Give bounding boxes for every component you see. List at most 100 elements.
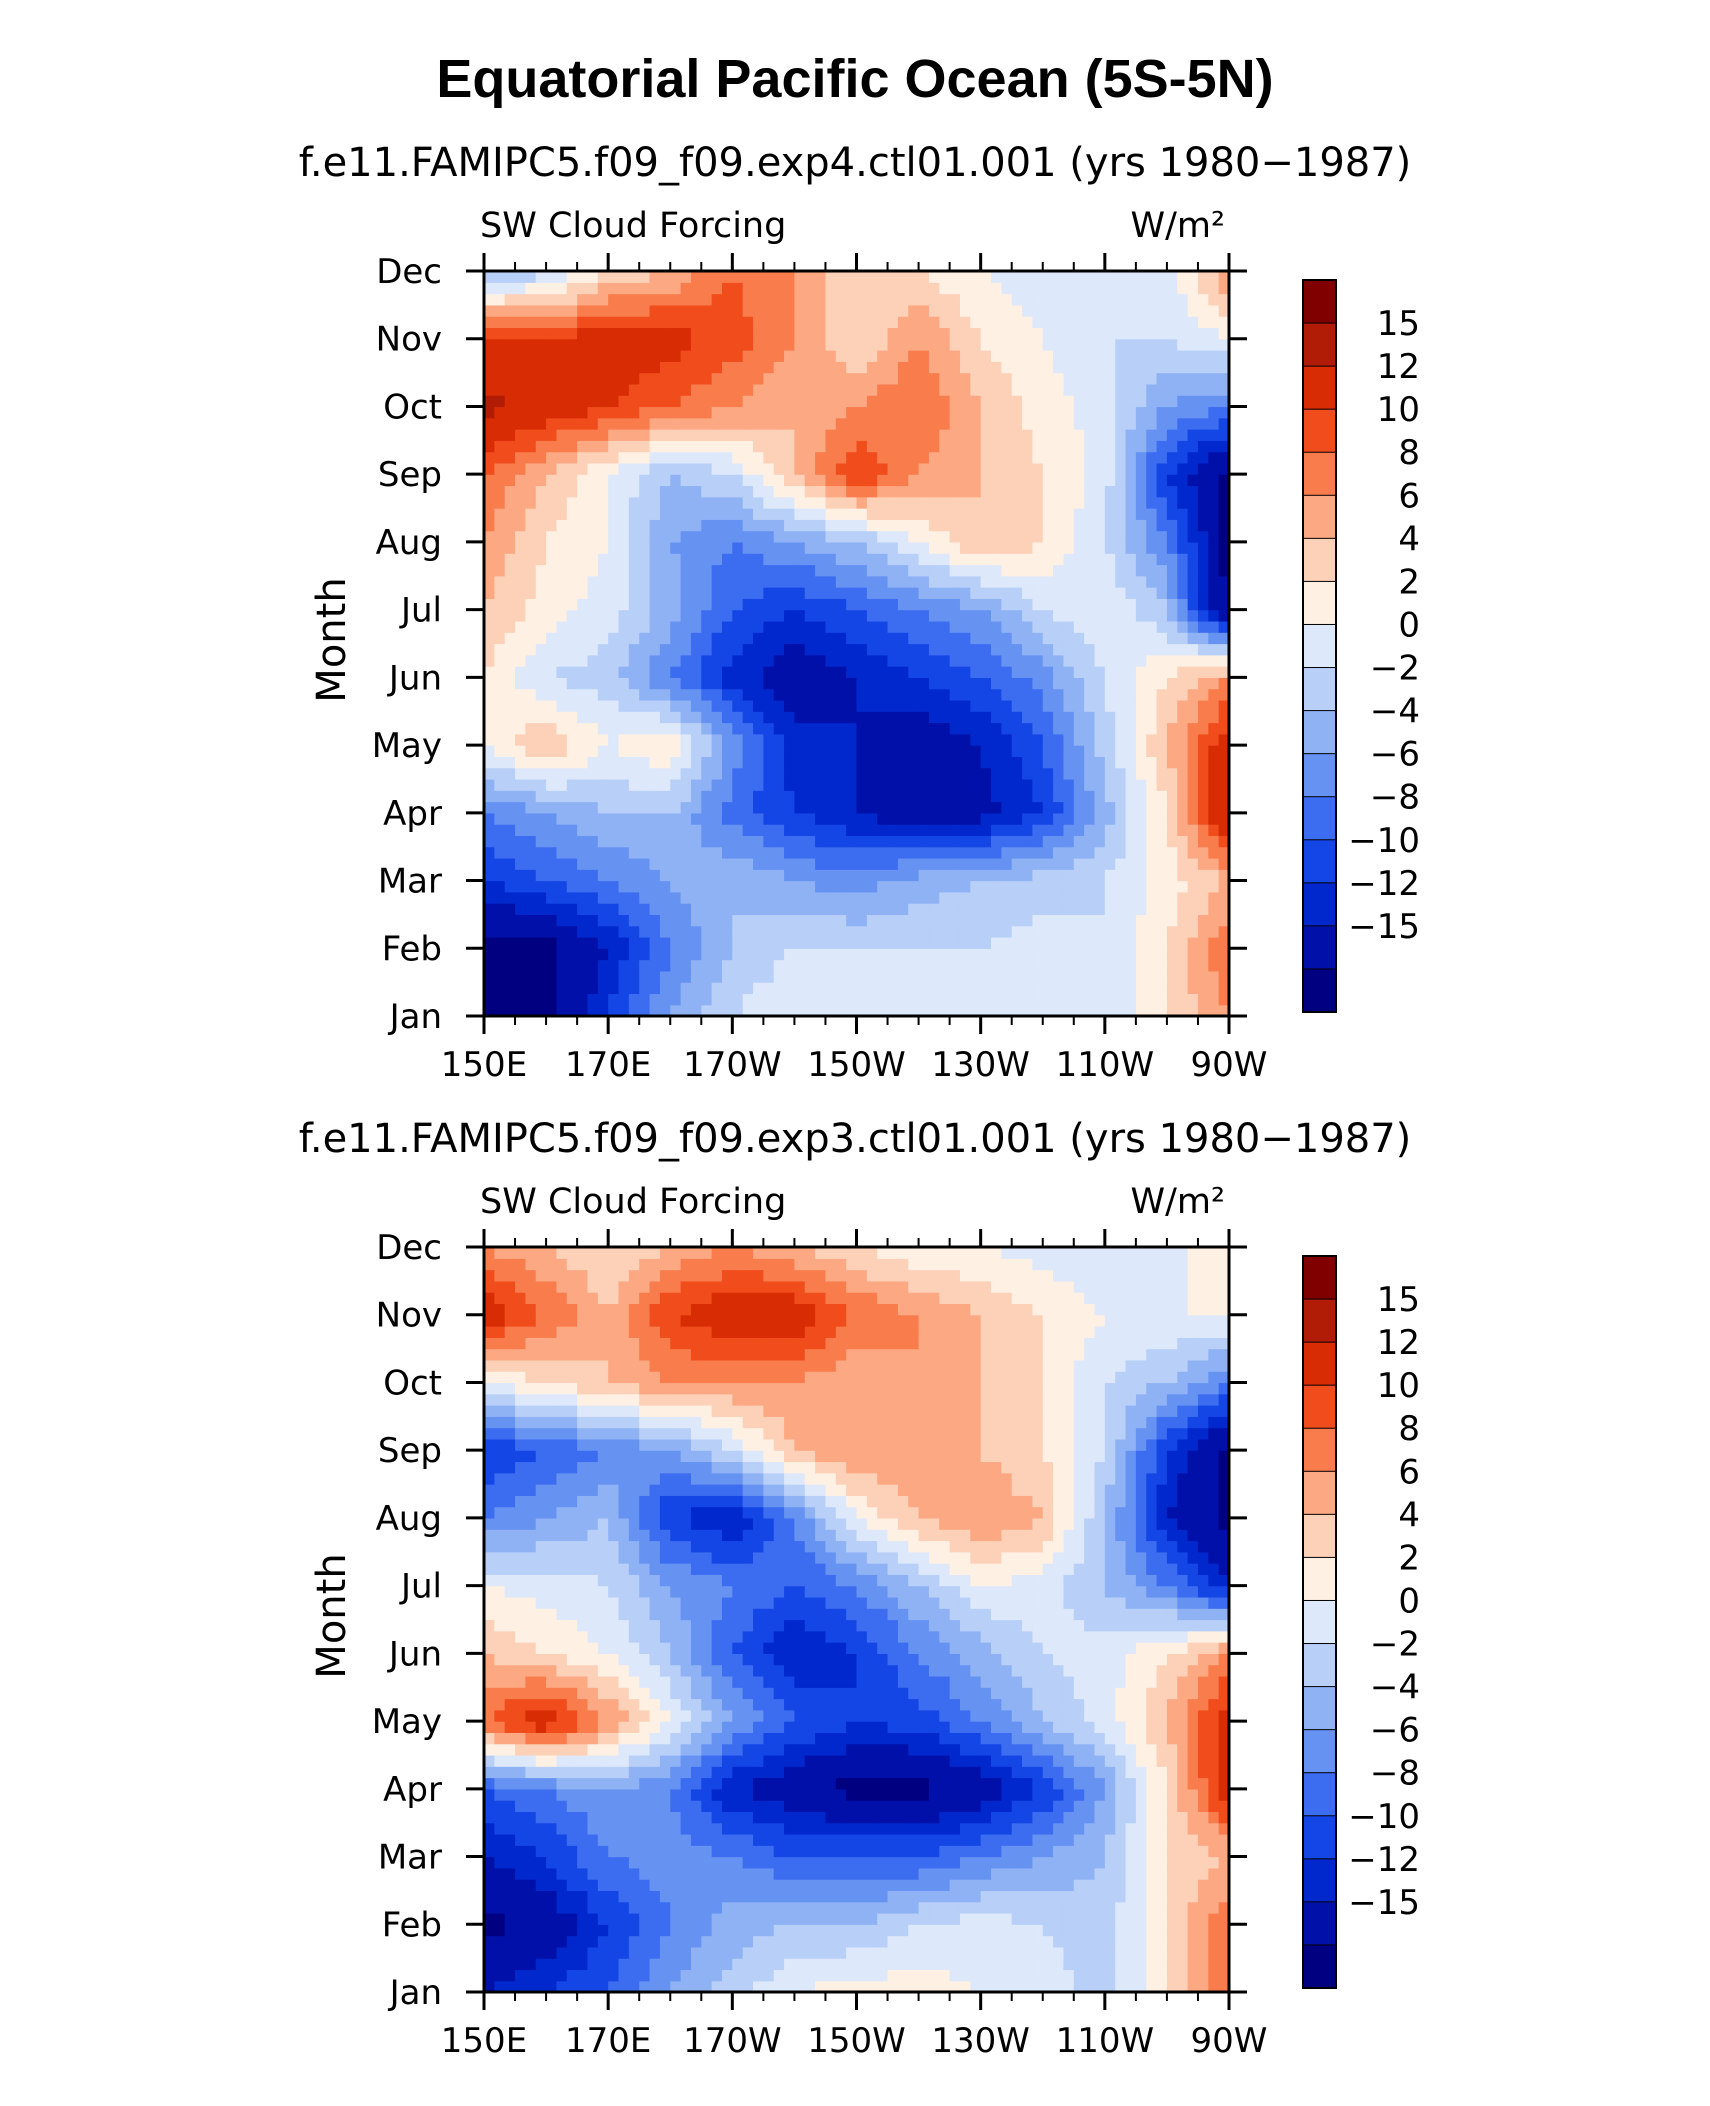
heatmap-cell <box>950 677 961 689</box>
heatmap-cell <box>629 971 640 983</box>
heatmap-cell <box>1001 519 1012 531</box>
heatmap-cell <box>1177 677 1188 689</box>
heatmap-cell <box>877 508 888 520</box>
heatmap-cell <box>794 282 805 294</box>
heatmap-cell <box>1105 700 1116 712</box>
heatmap-cell <box>815 666 826 678</box>
heatmap-cell <box>567 914 578 926</box>
heatmap-cell <box>1198 892 1209 904</box>
heatmap-cell <box>1084 395 1095 407</box>
heatmap-cell <box>1043 564 1054 576</box>
heatmap-cell <box>1105 779 1116 791</box>
heatmap-cell <box>1167 294 1178 306</box>
heatmap-cell <box>1053 813 1064 825</box>
heatmap-cell <box>732 892 743 904</box>
heatmap-cell <box>1167 655 1178 667</box>
heatmap-cell <box>743 598 754 610</box>
heatmap-cell <box>763 881 774 893</box>
heatmap-cell <box>1167 587 1178 599</box>
heatmap-cell <box>650 576 661 588</box>
heatmap-cell <box>629 632 640 644</box>
heatmap-cell <box>1084 406 1095 418</box>
heatmap-cell <box>1032 418 1043 430</box>
heatmap-cell <box>815 576 826 588</box>
heatmap-cell <box>774 553 785 565</box>
heatmap-cell <box>505 406 516 418</box>
heatmap-cell <box>763 452 774 464</box>
heatmap-cell <box>1136 677 1147 689</box>
heatmap-cell <box>960 892 971 904</box>
heatmap-cell <box>960 914 971 926</box>
heatmap-cell <box>567 756 578 768</box>
heatmap-cell <box>857 508 868 520</box>
heatmap-cell <box>888 294 899 306</box>
heatmap-cell <box>494 553 505 565</box>
heatmap-cell <box>556 418 567 430</box>
heatmap-cell <box>1188 926 1199 938</box>
heatmap-cell <box>515 858 526 870</box>
heatmap-cell <box>846 406 857 418</box>
heatmap-cell <box>691 497 702 509</box>
heatmap-cell <box>960 339 971 351</box>
heatmap-cell <box>825 519 836 531</box>
heatmap-cell <box>763 361 774 373</box>
heatmap-cell <box>619 519 630 531</box>
heatmap-cell <box>598 745 609 757</box>
heatmap-cell <box>960 440 971 452</box>
heatmap-cell <box>836 903 847 915</box>
heatmap-cell <box>846 587 857 599</box>
heatmap-cell <box>608 497 619 509</box>
heatmap-cell <box>660 677 671 689</box>
heatmap-cell <box>732 497 743 509</box>
heatmap-cell <box>1188 429 1199 441</box>
heatmap-cell <box>505 700 516 712</box>
heatmap-cell <box>712 474 723 486</box>
heatmap-cell <box>722 723 733 735</box>
heatmap-cell <box>712 485 723 497</box>
heatmap-cell <box>670 892 681 904</box>
heatmap-cell <box>1074 644 1085 656</box>
heatmap-cell <box>732 508 743 520</box>
heatmap-cell <box>919 316 930 328</box>
heatmap-cell <box>722 745 733 757</box>
heatmap-cell <box>525 723 536 735</box>
heatmap-cell <box>877 666 888 678</box>
heatmap-cell <box>494 610 505 622</box>
heatmap-cell <box>1167 644 1178 656</box>
heatmap-cell <box>1146 361 1157 373</box>
heatmap-cell <box>794 723 805 735</box>
heatmap-cell <box>743 655 754 667</box>
heatmap-cell <box>556 971 567 983</box>
heatmap-cell <box>525 373 536 385</box>
heatmap-cell <box>567 576 578 588</box>
heatmap-cell <box>877 644 888 656</box>
heatmap-cell <box>763 531 774 543</box>
heatmap-cell <box>1105 373 1116 385</box>
heatmap-cell <box>1032 813 1043 825</box>
heatmap-cell <box>774 948 785 960</box>
heatmap-cell <box>701 734 712 746</box>
heatmap-cell <box>908 418 919 430</box>
heatmap-cell <box>867 282 878 294</box>
heatmap-cell <box>1208 542 1219 554</box>
heatmap-cell <box>939 576 950 588</box>
heatmap-cell <box>908 745 919 757</box>
heatmap-cell <box>1084 598 1095 610</box>
heatmap-cell <box>794 666 805 678</box>
heatmap-cell <box>857 621 868 633</box>
heatmap-cell <box>1126 858 1137 870</box>
heatmap-cell <box>970 723 981 735</box>
heatmap-cell <box>691 723 702 735</box>
heatmap-cell <box>919 723 930 735</box>
heatmap-cell <box>1126 440 1137 452</box>
heatmap-cell <box>939 960 950 972</box>
heatmap-cell <box>691 655 702 667</box>
heatmap-cell <box>515 406 526 418</box>
heatmap-cell <box>1208 835 1219 847</box>
heatmap-cell <box>919 610 930 622</box>
heatmap-cell <box>660 271 671 283</box>
heatmap-cell <box>577 564 588 576</box>
heatmap-cell <box>877 790 888 802</box>
heatmap-cell <box>1022 610 1033 622</box>
colorbar-swatch <box>1303 624 1336 668</box>
